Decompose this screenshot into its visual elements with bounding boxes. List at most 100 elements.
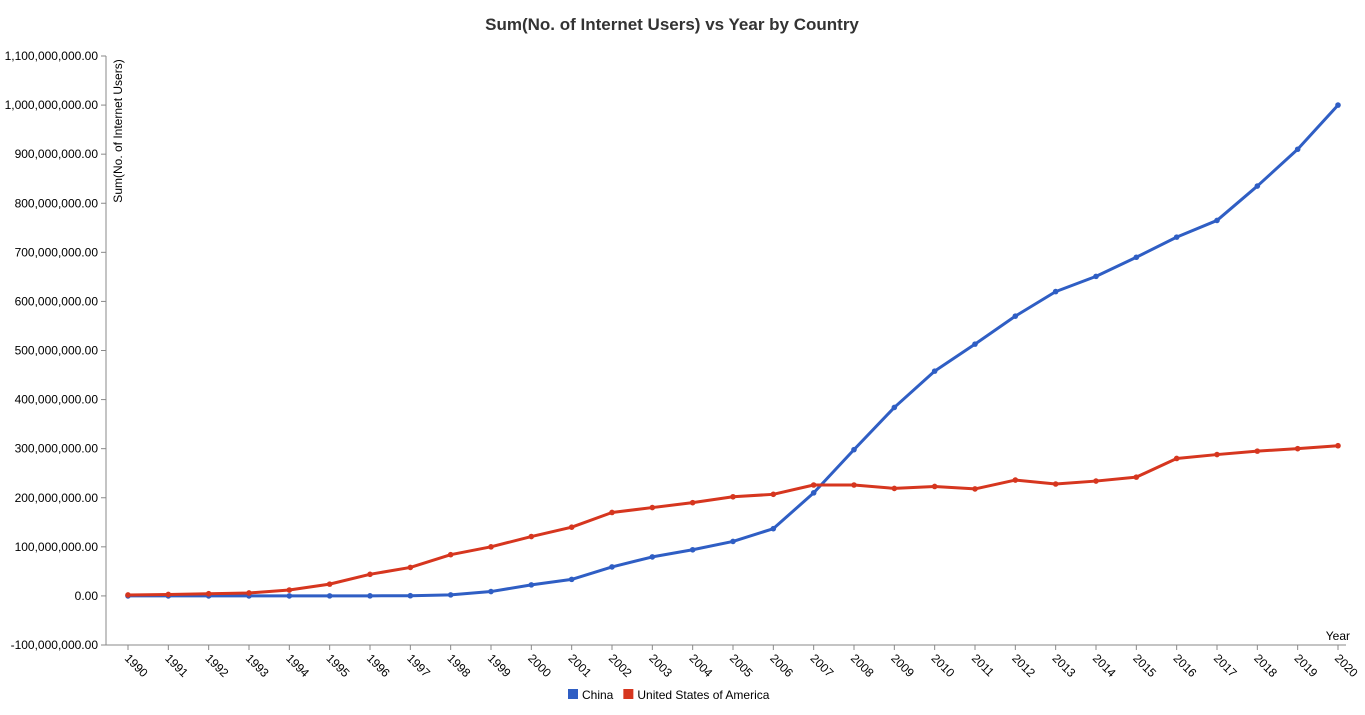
series-line-0 — [126, 103, 1340, 598]
series-point-0[interactable] — [1335, 102, 1341, 108]
series-point-1[interactable] — [1335, 442, 1341, 449]
x-tick-label: 2006 — [767, 651, 796, 680]
series-point-0[interactable] — [851, 446, 857, 453]
series-point-1[interactable] — [770, 491, 777, 498]
series-point-1[interactable] — [689, 499, 696, 506]
series-point-0[interactable] — [367, 593, 373, 599]
x-tick-label: 1997 — [404, 651, 433, 680]
series-point-0[interactable] — [1133, 254, 1140, 261]
x-tick-label: 2008 — [848, 651, 877, 680]
series-point-0[interactable] — [609, 564, 615, 570]
series-point-1[interactable] — [326, 581, 333, 587]
series-point-0[interactable] — [1254, 183, 1261, 189]
x-tick-label: 2016 — [1171, 651, 1200, 680]
series-point-1[interactable] — [528, 533, 535, 540]
series-point-1[interactable] — [891, 485, 898, 492]
series-point-1[interactable] — [931, 483, 938, 490]
series-point-0[interactable] — [1214, 217, 1220, 224]
series-point-1[interactable] — [488, 544, 494, 550]
series-point-1[interactable] — [851, 482, 857, 488]
series-point-0[interactable] — [972, 341, 978, 347]
chart-title: Sum(No. of Internet Users) vs Year by Co… — [485, 15, 859, 34]
series-point-0[interactable] — [689, 546, 696, 553]
y-tick-label: 900,000,000.00 — [15, 147, 99, 161]
series-point-0[interactable] — [528, 582, 535, 588]
x-tick-label: 2018 — [1251, 651, 1280, 680]
series-point-0[interactable] — [1173, 234, 1180, 240]
y-tick-label: 1,000,000,000.00 — [5, 98, 99, 112]
series-point-1[interactable] — [447, 551, 454, 558]
legend: China United States of America — [568, 688, 770, 702]
x-tick-label: 1996 — [364, 651, 393, 680]
series-point-0[interactable] — [407, 592, 414, 599]
series-point-0[interactable] — [730, 538, 736, 545]
y-tick-label: 700,000,000.00 — [15, 245, 99, 259]
legend-swatch-0[interactable] — [568, 689, 578, 699]
x-tick-label: 2019 — [1292, 651, 1321, 680]
x-tick-label: 1990 — [122, 651, 151, 680]
series-point-1[interactable] — [165, 591, 172, 598]
series-point-1[interactable] — [1254, 448, 1261, 454]
x-tick-label: 1999 — [485, 651, 514, 680]
x-tick-label: 2002 — [606, 651, 635, 680]
series-point-1[interactable] — [609, 509, 615, 516]
series-point-0[interactable] — [649, 554, 656, 560]
x-tick-label: 1992 — [203, 651, 232, 680]
x-tick-label: 2000 — [525, 651, 554, 680]
series-point-1[interactable] — [286, 587, 293, 593]
series-point-1[interactable] — [1093, 478, 1099, 484]
x-tick-label: 2020 — [1332, 651, 1361, 680]
series-point-0[interactable] — [488, 588, 494, 595]
series-point-1[interactable] — [367, 571, 373, 578]
series-point-0[interactable] — [1012, 313, 1019, 319]
legend-label-0[interactable]: China — [582, 688, 614, 702]
series-point-0[interactable] — [447, 592, 454, 598]
x-tick-label: 1991 — [162, 651, 191, 680]
y-axis-title: Sum(No. of Internet Users) — [111, 59, 125, 202]
series-point-0[interactable] — [770, 525, 777, 532]
series-point-0[interactable] — [568, 576, 575, 583]
legend-swatch-1[interactable] — [623, 689, 634, 699]
series-point-1[interactable] — [1294, 445, 1301, 452]
series-point-0[interactable] — [1294, 146, 1301, 153]
x-tick-label: 2001 — [566, 651, 595, 680]
series-point-1[interactable] — [246, 590, 252, 596]
legend-label-1[interactable]: United States of America — [637, 688, 769, 702]
series-point-1[interactable] — [407, 564, 414, 571]
x-tick-label: 2012 — [1009, 651, 1038, 680]
series-point-1[interactable] — [125, 592, 131, 598]
x-tick-label: 2007 — [808, 651, 837, 680]
series-point-1[interactable] — [568, 524, 575, 530]
x-tick-label: 2005 — [727, 651, 756, 680]
series-point-1[interactable] — [205, 590, 212, 597]
series-point-1[interactable] — [1173, 455, 1180, 462]
x-tick-label: 1993 — [243, 651, 272, 680]
series-line-1 — [126, 444, 1340, 597]
series-point-1[interactable] — [1052, 481, 1059, 487]
x-tick-label: 2004 — [687, 651, 716, 680]
series-point-1[interactable] — [972, 486, 978, 492]
x-tick-label: 1994 — [283, 651, 312, 680]
x-tick-label: 2015 — [1130, 651, 1159, 680]
series-point-0[interactable] — [931, 368, 938, 374]
series-point-1[interactable] — [1012, 477, 1019, 483]
series-point-0[interactable] — [810, 490, 817, 496]
series-point-1[interactable] — [649, 504, 656, 511]
x-tick-label: 1998 — [445, 651, 474, 680]
y-tick-label: 800,000,000.00 — [15, 196, 99, 210]
series-point-0[interactable] — [326, 593, 333, 599]
y-tick-label: 300,000,000.00 — [15, 442, 99, 456]
x-tick-label: 2003 — [646, 651, 675, 680]
series-point-0[interactable] — [1052, 288, 1059, 295]
y-tick-label: -100,000,000.00 — [11, 638, 99, 652]
series-point-1[interactable] — [810, 482, 817, 488]
x-tick-label: 2017 — [1211, 651, 1240, 680]
y-axis: -100,000,000.00 0.00 100,000,000.00 200,000… — [5, 49, 107, 652]
series-point-0[interactable] — [891, 404, 898, 411]
series-point-1[interactable] — [730, 493, 736, 500]
series-point-0[interactable] — [1093, 273, 1099, 280]
series-point-1[interactable] — [1133, 474, 1140, 480]
series-point-0[interactable] — [286, 593, 293, 599]
series-point-1[interactable] — [1214, 451, 1220, 458]
